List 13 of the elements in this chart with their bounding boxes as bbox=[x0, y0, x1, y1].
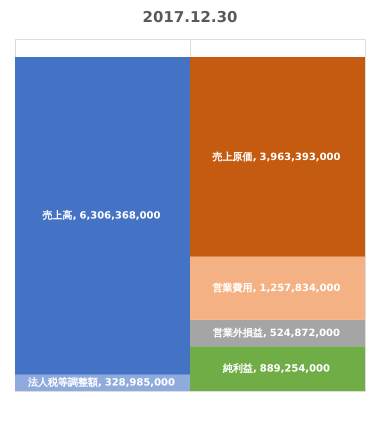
data-label: 328,985,000 bbox=[104, 378, 176, 389]
data-label: 889,254,000 bbox=[260, 364, 330, 375]
series-label: 営業費用, bbox=[212, 282, 256, 294]
series-label: 営業外損益, bbox=[212, 327, 267, 340]
series-label: 売上原価, bbox=[212, 150, 256, 163]
data-label: 6,306,368,000 bbox=[80, 210, 161, 222]
data-label: 1,257,834,000 bbox=[260, 283, 341, 294]
data-label: 3,963,393,000 bbox=[260, 152, 341, 163]
series-label: 法人税等調整額, bbox=[26, 376, 102, 389]
chart-title: 2017.12.30 bbox=[142, 8, 238, 26]
series-label: 売上高, bbox=[42, 210, 76, 222]
data-label: 524,872,000 bbox=[270, 328, 340, 340]
series-label: 純利益, bbox=[222, 362, 257, 375]
